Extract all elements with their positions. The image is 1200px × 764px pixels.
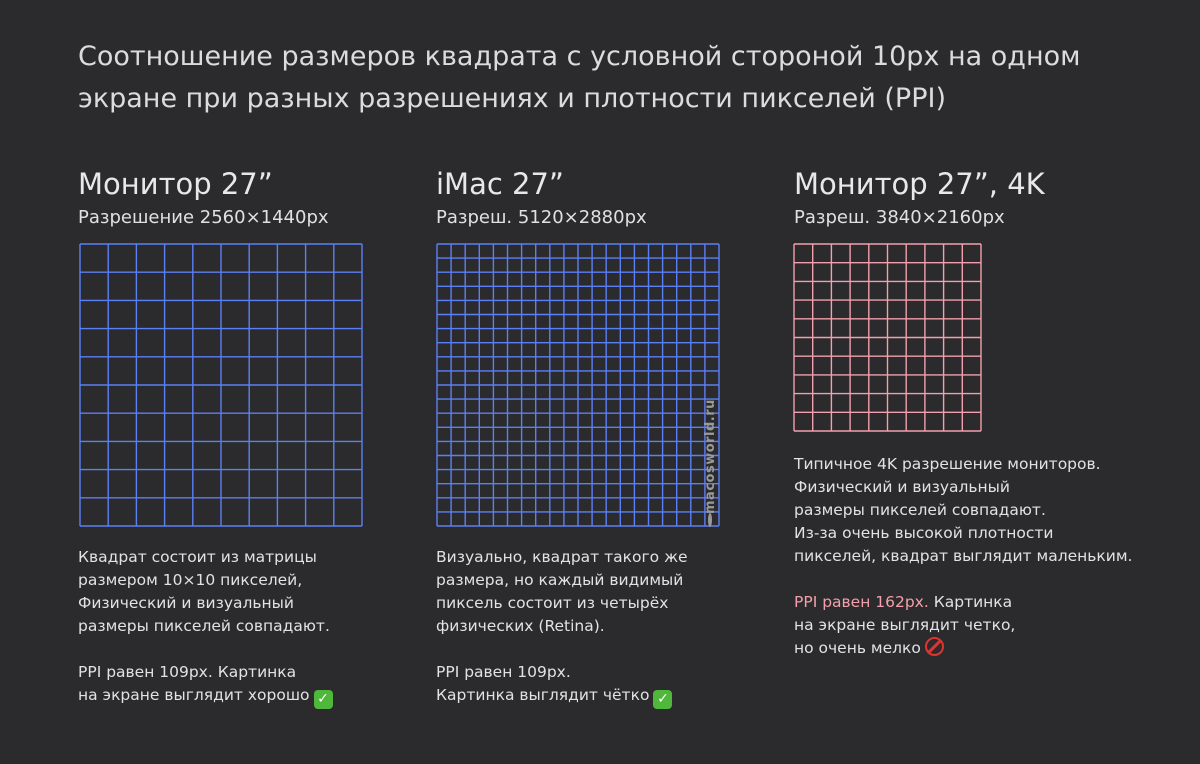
desc-line: размеры пикселей совпадают. — [794, 501, 1046, 519]
desc-line: Квадрат состоит из матрицы — [78, 548, 317, 566]
ppi-line: на экране выглядит хорошо — [78, 686, 310, 704]
column-resolution: Разреш. 3840×2160px — [794, 207, 1005, 228]
ppi-line: PPI равен 109px. Картинка — [78, 663, 297, 681]
watermark-text: macosworld.ru — [702, 399, 718, 514]
watermark: macosworld.ru — [700, 399, 720, 527]
column-heading: Монитор 27” — [78, 167, 273, 201]
desc-line: размером 10×10 пикселей, — [78, 571, 303, 589]
ppi-line: PPI равен 109px. — [436, 663, 571, 681]
desc-line: Из-за очень высокой плотности — [794, 524, 1054, 542]
desc-line: размера, но каждый видимый — [436, 571, 684, 589]
column-description: Квадрат состоит из матрицы размером 10×1… — [78, 546, 398, 709]
column-imac-27: iMac 27” Разреш. 5120×2880px — [436, 166, 647, 230]
ppi-line: но очень мелко — [794, 639, 921, 657]
ppi-line-with-status: Картинка выглядит чётко ✓ — [436, 684, 756, 709]
title-line-1: Соотношение размеров квадрата с условной… — [78, 41, 1081, 72]
column-heading: Монитор 27”, 4K — [794, 167, 1045, 201]
column-heading: iMac 27” — [436, 167, 564, 201]
watermark-logo-icon — [708, 513, 712, 527]
prohibited-icon — [924, 637, 944, 656]
ppi-line: Картинка выглядит чётко — [436, 686, 650, 704]
page-title: Соотношение размеров квадрата с условной… — [78, 36, 1128, 120]
desc-line: размеры пикселей совпадают. — [78, 617, 330, 635]
ppi-line: PPI равен 162px. Картинка — [794, 591, 1154, 614]
column-resolution: Разрешение 2560×1440px — [78, 207, 329, 228]
pixel-grid — [79, 243, 363, 527]
desc-line: физических (Retina). — [436, 617, 605, 635]
desc-line: пикселей, квадрат выглядит маленьким. — [794, 547, 1133, 565]
desc-line: Физический и визуальный — [78, 594, 294, 612]
ppi-line-with-status: но очень мелко — [794, 637, 1154, 660]
column-resolution: Разреш. 5120×2880px — [436, 207, 647, 228]
column-description: Типичное 4K разрешение мониторов. Физиче… — [794, 453, 1154, 660]
title-line-2: экране при разных разрешениях и плотност… — [78, 83, 946, 114]
check-mark-icon: ✓ — [653, 690, 673, 709]
pixel-grid — [793, 243, 982, 432]
check-mark-icon: ✓ — [313, 690, 333, 709]
column-monitor-27: Монитор 27” Разрешение 2560×1440px — [78, 166, 329, 230]
ppi-line-tail: Картинка — [928, 593, 1013, 611]
desc-line: пиксель состоит из четырёх — [436, 594, 669, 612]
column-monitor-27-4k: Монитор 27”, 4K Разреш. 3840×2160px — [794, 166, 1045, 230]
desc-line: Типичное 4K разрешение мониторов. — [794, 455, 1101, 473]
desc-line: Физический и визуальный — [794, 478, 1010, 496]
column-description: Визуально, квадрат такого же размера, но… — [436, 546, 756, 709]
pixel-grid — [436, 243, 720, 527]
ppi-line: на экране выглядит четко, — [794, 616, 1016, 634]
desc-line: Визуально, квадрат такого же — [436, 548, 688, 566]
ppi-highlight: PPI равен 162px. — [794, 593, 929, 611]
ppi-line-with-status: на экране выглядит хорошо ✓ — [78, 684, 398, 709]
